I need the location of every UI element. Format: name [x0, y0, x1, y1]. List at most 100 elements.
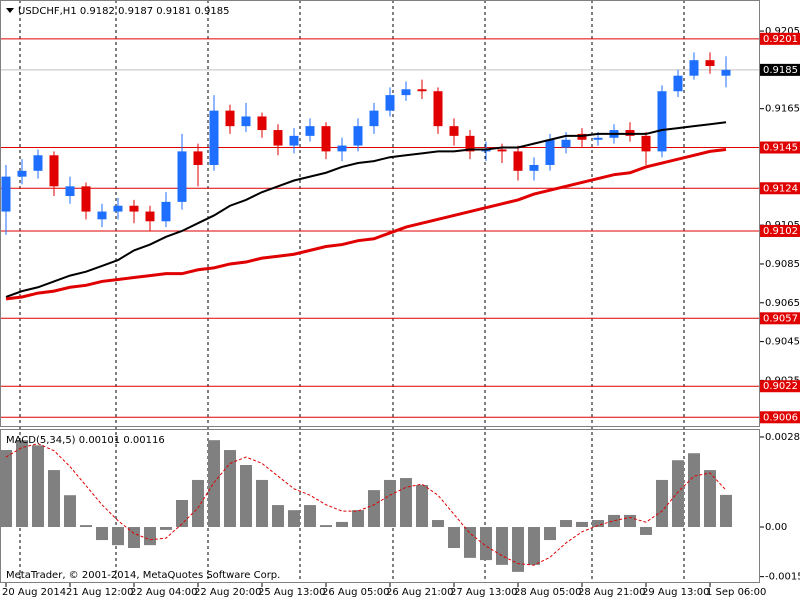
macd-title: MACD(5,34,5) [6, 435, 76, 446]
price-label-text: 0.9185 [763, 65, 798, 76]
x-tick-label: 26 Aug 05:00 [322, 587, 389, 598]
candle-body [241, 116, 251, 127]
x-tick-label: 25 Aug 13:00 [258, 587, 325, 598]
level-label-box [760, 312, 800, 325]
macd-bar [64, 495, 76, 528]
macd-bar [0, 450, 12, 528]
y-tick-label: 0.9065 [765, 298, 800, 309]
level-label-box [760, 411, 800, 424]
menu-icon[interactable] [6, 8, 14, 13]
macd-bar [640, 527, 652, 535]
x-tick-label: 28 Aug 21:00 [578, 587, 645, 598]
candle-body [49, 155, 59, 187]
candle-body [257, 116, 267, 131]
x-tick-label: 22 Aug 20:00 [194, 587, 261, 598]
macd-bar [496, 527, 508, 565]
level-label-box [760, 182, 800, 195]
macd-bar [464, 527, 476, 558]
candle-body [673, 75, 683, 92]
price-label: 0.9185 [760, 63, 800, 76]
macd-bar [656, 479, 668, 528]
candle-body [113, 205, 123, 212]
candle-body [321, 126, 331, 152]
macd-bar [512, 527, 524, 572]
macd-bar [240, 464, 252, 528]
candle-body [65, 186, 75, 197]
candle-body [433, 91, 443, 127]
candle-body [225, 110, 235, 127]
x-tick-label: 20 Aug 2014 [2, 587, 66, 598]
y-tick-label: 0.9085 [765, 259, 800, 270]
macd-bar [256, 479, 268, 528]
level-label-text: 0.9145 [763, 143, 798, 154]
macd-bar [32, 445, 44, 528]
candle-body [193, 151, 203, 165]
candle-body [129, 205, 139, 212]
level-label-box [760, 141, 800, 154]
level-label-text: 0.9006 [763, 412, 798, 423]
candle-body [209, 110, 219, 165]
candle-body [545, 139, 555, 165]
candle-body [449, 126, 459, 136]
candle-body [417, 89, 427, 92]
candle-body [689, 60, 699, 76]
candle-body [385, 95, 395, 111]
level-label-box [760, 32, 800, 45]
level-label: 0.9201 [760, 32, 800, 45]
candle-body [513, 151, 523, 171]
moving-average [5, 121, 727, 298]
macd-bar [112, 527, 124, 546]
candle-body [145, 211, 155, 222]
level-label: 0.9006 [760, 411, 800, 424]
low-value: 0.9181 [156, 6, 191, 17]
macd-bar [80, 525, 92, 528]
candle-body [705, 60, 715, 66]
macd-frame [0, 429, 760, 583]
y-tick-label: 0.9045 [765, 337, 800, 348]
macd-bar [592, 520, 604, 528]
level-label-box [760, 380, 800, 393]
level-label: 0.9022 [760, 380, 800, 393]
macd-bar [192, 479, 204, 528]
x-tick-label: 28 Aug 05:00 [514, 587, 581, 598]
candle-body [401, 89, 411, 96]
x-tick-label: 26 Aug 21:00 [386, 587, 453, 598]
macd-bar [48, 470, 60, 528]
candle-body [353, 126, 363, 146]
macd-bar [416, 485, 428, 528]
candle-body [305, 126, 315, 136]
macd-bar [448, 527, 460, 549]
candle-body [289, 135, 299, 146]
level-label-text: 0.9057 [763, 313, 798, 324]
macd-bar [704, 470, 716, 528]
signal-value: 0.00116 [123, 435, 164, 446]
candle-body [17, 170, 27, 177]
macd-bar [528, 527, 540, 565]
macd-bar [560, 520, 572, 528]
x-tick-label: 29 Aug 13:00 [642, 587, 709, 598]
y-tick-label: 0.00 [765, 522, 787, 533]
macd-bar [576, 521, 588, 528]
macd-bar [304, 505, 316, 528]
symbol: USDCHF,H1 [18, 6, 77, 17]
frame [0, 0, 760, 583]
macd-bar [352, 510, 364, 528]
macd-bar [608, 514, 620, 528]
y-tick-label: 0.9205 [765, 26, 800, 37]
macd-bar [96, 527, 108, 541]
level-label-text: 0.9022 [763, 381, 798, 392]
candle-body [1, 176, 11, 212]
macd-bar [128, 527, 140, 549]
macd-bar [480, 527, 492, 561]
macd-header: MACD(5,34,5) 0.00101 0.00116 [6, 435, 165, 446]
candle-body [561, 139, 571, 148]
macd-bar [272, 505, 284, 528]
level-label: 0.9057 [760, 312, 800, 325]
price-label-box [760, 63, 800, 76]
macd-bar [400, 478, 412, 528]
candle-body [657, 91, 667, 152]
candle-body [369, 110, 379, 127]
macd-bar [336, 521, 348, 528]
signal-line [5, 443, 727, 566]
macd-bar [160, 527, 172, 530]
